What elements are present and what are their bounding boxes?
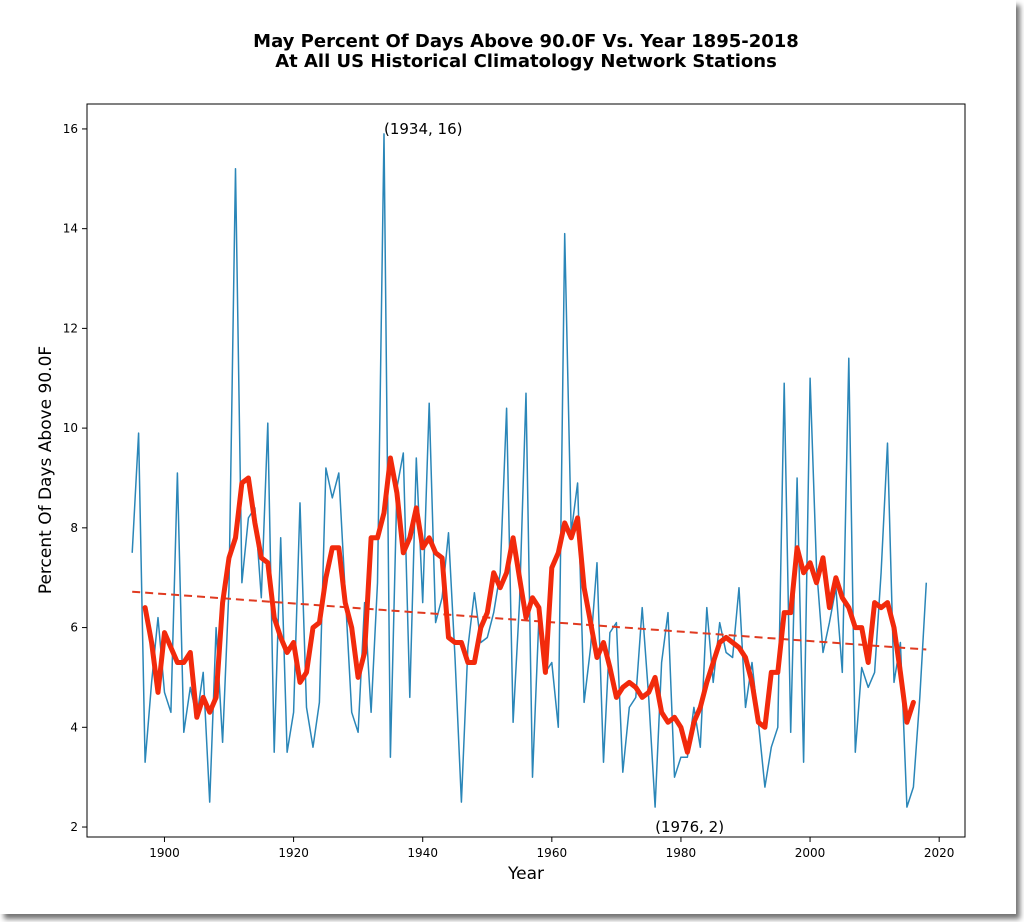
smoothed-series-line: [142, 455, 916, 755]
y-axis-label: Percent Of Days Above 90.0F: [36, 346, 56, 594]
x-tick-label: 2020: [924, 846, 955, 860]
y-tick-label: 2: [70, 820, 78, 834]
y-tick-label: 16: [63, 122, 78, 136]
point-annotation: (1934, 16): [384, 120, 463, 138]
x-tick-label: 2000: [795, 846, 826, 860]
y-tick-label: 10: [63, 421, 78, 435]
x-tick-label: 1980: [666, 846, 697, 860]
y-tick-label: 4: [70, 720, 78, 734]
x-tick-label: 1960: [537, 846, 568, 860]
x-axis-label: Year: [507, 864, 544, 884]
point-annotation: (1976, 2): [655, 818, 724, 836]
x-tick-label: 1920: [278, 846, 309, 860]
y-tick-label: 6: [70, 621, 78, 635]
chart-title: May Percent Of Days Above 90.0F Vs. Year…: [253, 31, 799, 52]
plot-area: 1900 1920 1940 1960 1980 2000 2020 2 4 6 8 10 12 14 16…: [63, 103, 966, 860]
plot-border: [86, 103, 966, 838]
y-tick-label: 8: [70, 521, 78, 535]
chart-subtitle: At All US Historical Climatology Network…: [275, 51, 777, 72]
x-tick-label: 1940: [407, 846, 438, 860]
x-tick-label: 1900: [149, 846, 180, 860]
annual-series-line: [131, 133, 928, 808]
trend-line: [132, 590, 927, 651]
y-tick-label: 14: [63, 222, 78, 236]
y-tick-label: 12: [63, 321, 78, 335]
